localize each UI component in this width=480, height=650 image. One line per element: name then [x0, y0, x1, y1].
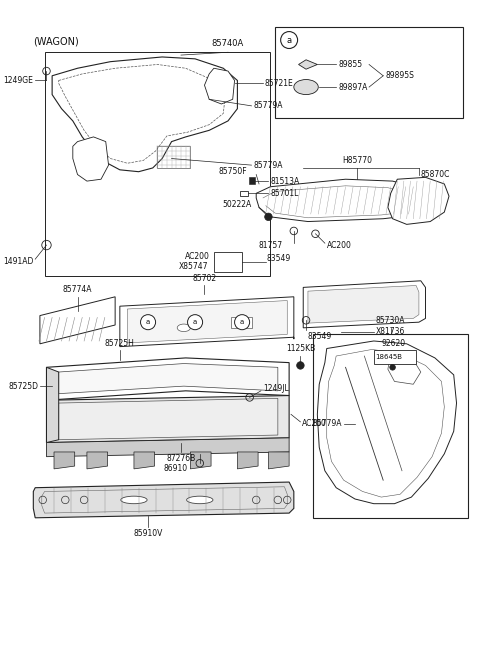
- Polygon shape: [191, 452, 211, 469]
- Polygon shape: [73, 137, 108, 181]
- Text: 50222A: 50222A: [222, 200, 252, 209]
- Ellipse shape: [121, 496, 147, 504]
- Circle shape: [235, 315, 250, 330]
- Polygon shape: [268, 452, 289, 469]
- Polygon shape: [388, 353, 421, 384]
- Circle shape: [264, 213, 272, 220]
- Text: 85721E: 85721E: [264, 79, 293, 88]
- Polygon shape: [47, 396, 289, 443]
- Polygon shape: [388, 177, 449, 224]
- Polygon shape: [54, 452, 75, 469]
- Circle shape: [390, 365, 396, 370]
- Text: 83549: 83549: [266, 254, 291, 263]
- Text: 83549: 83549: [308, 332, 332, 341]
- Polygon shape: [47, 358, 289, 400]
- Text: 81757: 81757: [258, 240, 283, 250]
- Text: 1491AD: 1491AD: [3, 257, 33, 266]
- Text: (WAGON): (WAGON): [33, 36, 79, 46]
- Text: 1249JL: 1249JL: [263, 384, 288, 393]
- Text: 89855: 89855: [338, 60, 362, 69]
- Bar: [312, 334, 468, 518]
- Polygon shape: [47, 367, 59, 443]
- Text: 85779A: 85779A: [253, 101, 283, 111]
- Text: 92620: 92620: [381, 339, 406, 348]
- Circle shape: [297, 361, 304, 369]
- Polygon shape: [87, 452, 108, 469]
- Bar: [214, 252, 242, 272]
- Polygon shape: [59, 398, 278, 440]
- Polygon shape: [40, 297, 115, 344]
- Text: 85701L: 85701L: [270, 189, 299, 198]
- Text: 85702: 85702: [192, 274, 216, 283]
- Text: 89895S: 89895S: [385, 72, 414, 80]
- Text: a: a: [146, 319, 150, 325]
- Text: X85747: X85747: [179, 262, 208, 271]
- Polygon shape: [303, 281, 425, 328]
- Polygon shape: [120, 297, 294, 346]
- Circle shape: [281, 32, 298, 49]
- Polygon shape: [59, 363, 278, 394]
- Polygon shape: [33, 482, 294, 518]
- Text: 85740A: 85740A: [212, 38, 244, 47]
- Text: 85870C: 85870C: [421, 170, 450, 179]
- Polygon shape: [134, 452, 155, 469]
- Text: 85730A: 85730A: [376, 316, 406, 325]
- Bar: [231, 317, 252, 328]
- Circle shape: [188, 315, 203, 330]
- Bar: [45, 52, 270, 276]
- Text: a: a: [240, 319, 244, 325]
- Polygon shape: [317, 341, 456, 504]
- Polygon shape: [47, 438, 289, 457]
- Polygon shape: [299, 60, 317, 69]
- Bar: [275, 27, 463, 118]
- Ellipse shape: [177, 324, 191, 332]
- Ellipse shape: [187, 496, 213, 504]
- Text: 85725D: 85725D: [8, 382, 38, 391]
- Bar: [374, 350, 416, 363]
- Text: 85910V: 85910V: [133, 529, 163, 538]
- Bar: [249, 177, 255, 184]
- Text: 18645B: 18645B: [376, 354, 403, 360]
- Circle shape: [141, 315, 156, 330]
- Polygon shape: [238, 452, 258, 469]
- Text: 85725H: 85725H: [105, 339, 135, 348]
- Bar: [240, 190, 248, 196]
- Text: a: a: [193, 319, 197, 325]
- Text: 85774A: 85774A: [63, 285, 92, 294]
- Polygon shape: [204, 68, 235, 104]
- Text: 87276B: 87276B: [167, 454, 195, 463]
- Text: AC200: AC200: [302, 419, 327, 428]
- Text: 86910: 86910: [163, 464, 188, 473]
- Text: AC200: AC200: [185, 252, 210, 261]
- Text: H85770: H85770: [342, 156, 372, 165]
- Bar: [157, 146, 191, 168]
- Text: 81513A: 81513A: [270, 177, 300, 186]
- Ellipse shape: [294, 79, 318, 95]
- Text: a: a: [287, 36, 292, 45]
- Polygon shape: [308, 285, 419, 323]
- Text: 1125KB: 1125KB: [286, 344, 315, 353]
- Polygon shape: [256, 179, 430, 222]
- Text: 85779A: 85779A: [312, 419, 342, 428]
- Polygon shape: [52, 57, 238, 172]
- Text: AC200: AC200: [327, 240, 352, 250]
- Polygon shape: [127, 300, 287, 343]
- Text: 1249GE: 1249GE: [3, 76, 33, 85]
- Text: 89897A: 89897A: [338, 83, 367, 92]
- Text: X81736: X81736: [376, 327, 405, 336]
- Text: 85750F: 85750F: [218, 167, 247, 176]
- Text: 85779A: 85779A: [253, 161, 283, 170]
